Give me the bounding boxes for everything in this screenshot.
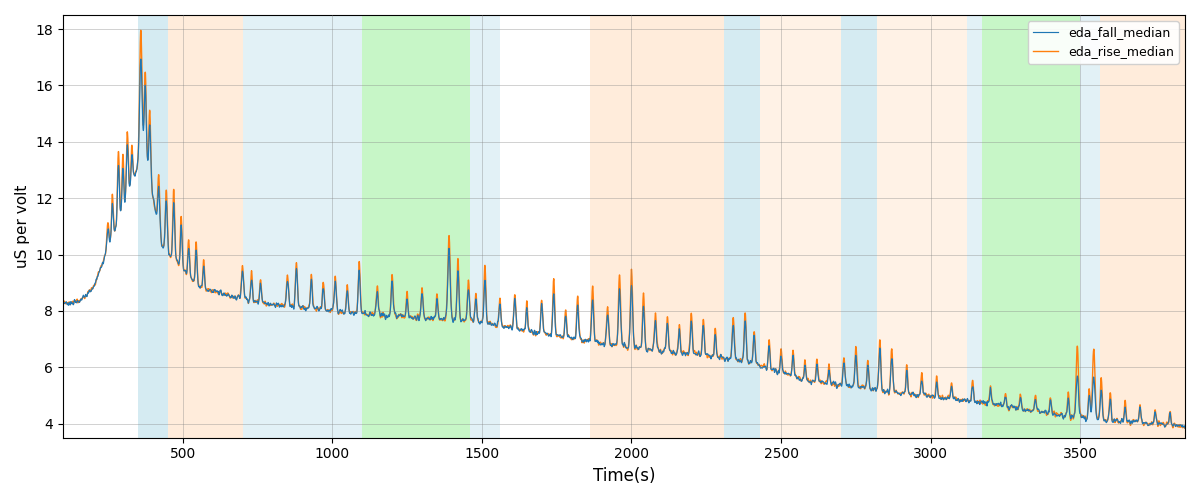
eda_rise_median	[599, 322, 613, 328]
eda_fall_median	[350, 308, 365, 314]
eda_fall_median	[502, 324, 516, 330]
Line: eda_rise_median: eda_rise_median	[64, 30, 1186, 428]
eda_fall_median	[1178, 425, 1193, 431]
Bar	[1080, 15, 1099, 438]
Bar	[138, 15, 168, 438]
Bar	[1099, 15, 1186, 438]
Bar	[982, 15, 1080, 438]
Line: eda_fall_median: eda_fall_median	[64, 59, 1186, 428]
Bar	[877, 15, 966, 438]
eda_fall_median	[480, 314, 494, 320]
eda_rise_median	[815, 380, 829, 386]
eda_rise_median	[133, 28, 148, 34]
eda_fall_median	[133, 56, 148, 62]
Bar	[725, 15, 760, 438]
Bar	[294, 15, 362, 438]
eda_rise_median	[502, 324, 516, 330]
Y-axis label: uS per volt: uS per volt	[16, 184, 30, 268]
X-axis label: Time(s): Time(s)	[593, 467, 655, 485]
Bar	[841, 15, 877, 438]
eda_fall_median	[56, 298, 71, 304]
Bar	[168, 15, 242, 438]
Bar	[242, 15, 294, 438]
eda_rise_median	[115, 183, 130, 189]
eda_fall_median	[115, 189, 130, 195]
Bar	[470, 15, 500, 438]
eda_rise_median	[350, 306, 365, 312]
Bar	[589, 15, 725, 438]
eda_fall_median	[599, 326, 613, 332]
Bar	[362, 15, 470, 438]
eda_fall_median	[815, 378, 829, 384]
Legend: eda_fall_median, eda_rise_median: eda_fall_median, eda_rise_median	[1028, 22, 1178, 64]
eda_rise_median	[480, 312, 494, 318]
eda_rise_median	[56, 297, 71, 303]
eda_rise_median	[1178, 425, 1193, 431]
Bar	[966, 15, 982, 438]
Bar	[760, 15, 841, 438]
